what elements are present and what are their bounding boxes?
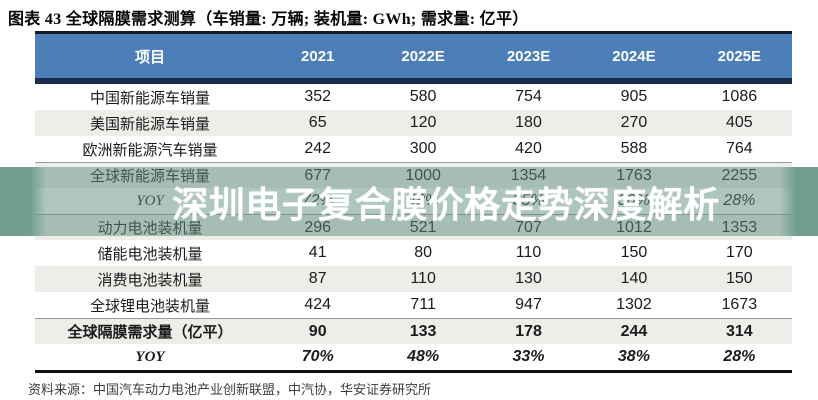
- table-row: 美国新能源车销量 65 120 180 270 405: [35, 110, 792, 136]
- row-value: 711: [410, 296, 436, 313]
- row-value: 270: [620, 114, 648, 131]
- column-header-year: 2024E: [612, 47, 656, 65]
- column-header-year: 2022E: [401, 47, 445, 65]
- row-value: 1086: [721, 88, 758, 105]
- row-value: 754: [515, 88, 542, 105]
- row-label: 美国新能源车销量: [89, 116, 210, 133]
- column-header-year: 2025E: [717, 47, 762, 65]
- row-label: 欧洲新能源汽车销量: [82, 142, 218, 159]
- row-label: 全球隔膜需求量（亿平）: [67, 325, 233, 341]
- table-header-row: 项目 2021 2022E 2023E 2024E 2025E: [35, 31, 792, 84]
- table-row: YOY 70% 48% 33% 38% 28%: [35, 344, 792, 370]
- row-value: 905: [620, 88, 648, 105]
- row-value: 48%: [407, 348, 440, 365]
- row-value: 120: [409, 114, 437, 131]
- row-value: 424: [304, 296, 332, 313]
- source-line: 资料来源：中国汽车动力电池产业创新联盟，中汽协，华安证券研究所: [28, 382, 432, 397]
- row-value: 300: [409, 140, 437, 157]
- column-header-item: 项目: [134, 48, 165, 66]
- table-row: 全球隔膜需求量（亿平） 90 133 178 244 314: [35, 318, 792, 344]
- row-value: 110: [410, 270, 436, 287]
- row-value: 178: [515, 322, 542, 340]
- row-value: 764: [725, 140, 753, 157]
- row-value: 242: [304, 140, 332, 157]
- row-value: 180: [515, 114, 542, 131]
- row-value: 150: [725, 270, 753, 287]
- row-value: 28%: [723, 348, 756, 365]
- row-value: 130: [515, 270, 542, 287]
- row-value: 80: [414, 244, 432, 261]
- table-row: 中国新能源车销量 352 580 754 905 1086: [35, 84, 792, 110]
- row-value: 133: [409, 322, 437, 340]
- row-label: 消费电池装机量: [97, 272, 203, 289]
- row-value: 420: [515, 140, 542, 157]
- row-label: 储能电池装机量: [97, 246, 203, 263]
- row-value: 65: [308, 114, 327, 131]
- row-value: 588: [620, 140, 648, 157]
- column-header-year: 2021: [301, 47, 335, 65]
- watermark-band: 深圳电子复合膜价格走势深度解析: [0, 167, 818, 236]
- row-value: 580: [409, 88, 437, 105]
- table-row: 储能电池装机量 41 80 110 150 170: [35, 240, 792, 266]
- row-value: 140: [620, 270, 648, 287]
- row-value: 33%: [512, 348, 545, 365]
- row-value: 38%: [617, 348, 650, 365]
- row-value: 314: [725, 322, 753, 340]
- column-header-year: 2023E: [506, 47, 551, 65]
- row-value: 90: [308, 322, 327, 340]
- row-value: 1673: [721, 296, 758, 313]
- row-value: 947: [515, 296, 542, 313]
- row-label: 全球锂电池装机量: [89, 298, 210, 315]
- row-value: 405: [725, 114, 753, 131]
- row-value: 170: [725, 244, 753, 261]
- table-row: 全球锂电池装机量 424 711 947 1302 1673: [35, 292, 792, 318]
- row-label: YOY: [135, 348, 165, 365]
- row-value: 352: [304, 88, 332, 105]
- table-row: 欧洲新能源汽车销量 242 300 420 588 764: [35, 136, 792, 162]
- row-value: 110: [515, 244, 542, 261]
- row-value: 87: [308, 270, 327, 287]
- row-value: 41: [308, 244, 327, 261]
- row-value: 70%: [301, 348, 334, 365]
- watermark-text: 深圳电子复合膜价格走势深度解析: [172, 183, 720, 225]
- row-value: 1302: [616, 296, 652, 313]
- table-row: 消费电池装机量 87 110 130 140 150: [35, 266, 792, 292]
- row-value: 244: [620, 322, 648, 340]
- figure-title: 图表 43 全球隔膜需求测算（车销量: 万辆; 装机量: GWh; 需求量: 亿…: [8, 11, 529, 28]
- row-label: 中国新能源车销量: [89, 90, 210, 107]
- row-value: 150: [620, 244, 648, 261]
